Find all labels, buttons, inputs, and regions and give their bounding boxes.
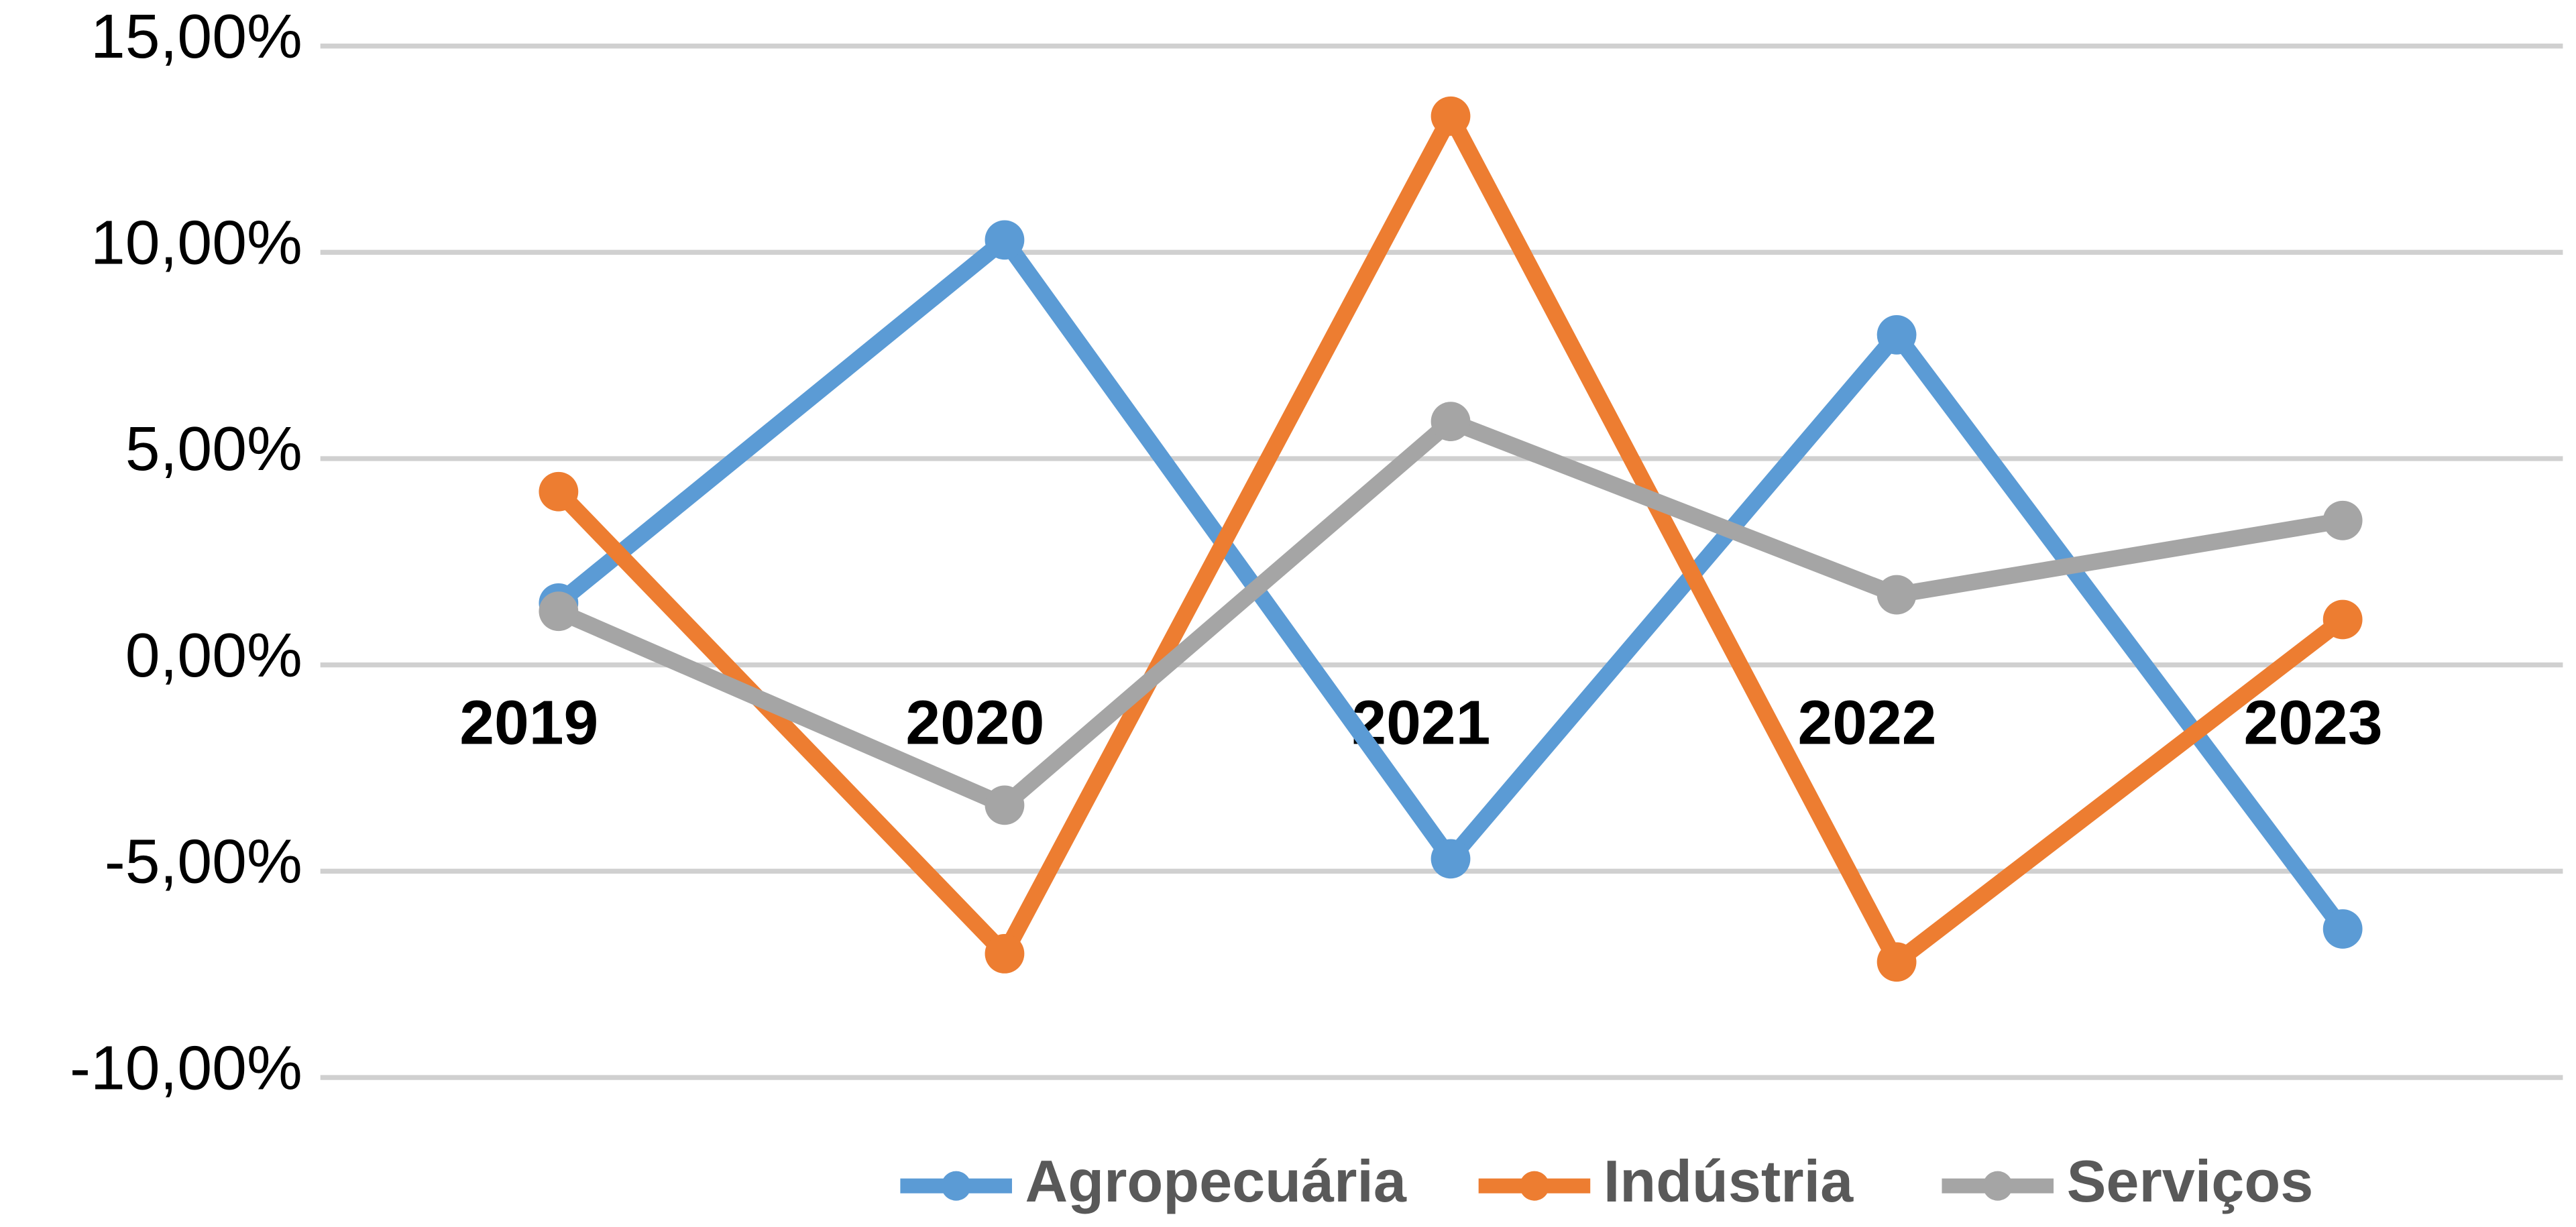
data-point [1431, 96, 1471, 136]
data-point [1431, 402, 1471, 442]
data-point [985, 785, 1025, 825]
y-tick-label: 15,00% [91, 1, 302, 71]
y-tick-label: 0,00% [125, 620, 302, 690]
series-line [553, 108, 2348, 970]
legend-item: Serviços [1942, 1148, 2313, 1214]
data-point [2322, 909, 2363, 949]
x-tick-label: 2023 [2244, 687, 2383, 757]
data-point [539, 471, 579, 512]
x-tick-label: 2020 [905, 687, 1044, 757]
legend-label: Indústria [1604, 1148, 1854, 1214]
x-tick-label: 2022 [1797, 687, 1936, 757]
data-point [1431, 839, 1471, 879]
legend-item: Indústria [1478, 1148, 1854, 1214]
data-point [1877, 575, 1917, 615]
data-point [539, 591, 579, 632]
legend-label: Serviços [2067, 1148, 2314, 1214]
x-tick-label: 2019 [459, 687, 598, 757]
y-tick-label: 10,00% [91, 208, 302, 278]
data-point [1877, 315, 1917, 355]
legend-label: Agropecuária [1025, 1148, 1407, 1214]
data-point [1877, 942, 1917, 982]
legend-marker [1519, 1171, 1549, 1201]
y-tick-label: -10,00% [70, 1033, 302, 1102]
data-point [985, 934, 1025, 974]
data-point [2322, 599, 2363, 640]
legend-marker [1982, 1171, 2013, 1201]
data-point [2322, 500, 2363, 540]
y-tick-label: -5,00% [105, 827, 302, 896]
legend-marker [941, 1171, 971, 1201]
data-point [985, 220, 1025, 260]
legend-item: Agropecuária [900, 1148, 1407, 1214]
y-tick-label: 5,00% [125, 414, 302, 483]
